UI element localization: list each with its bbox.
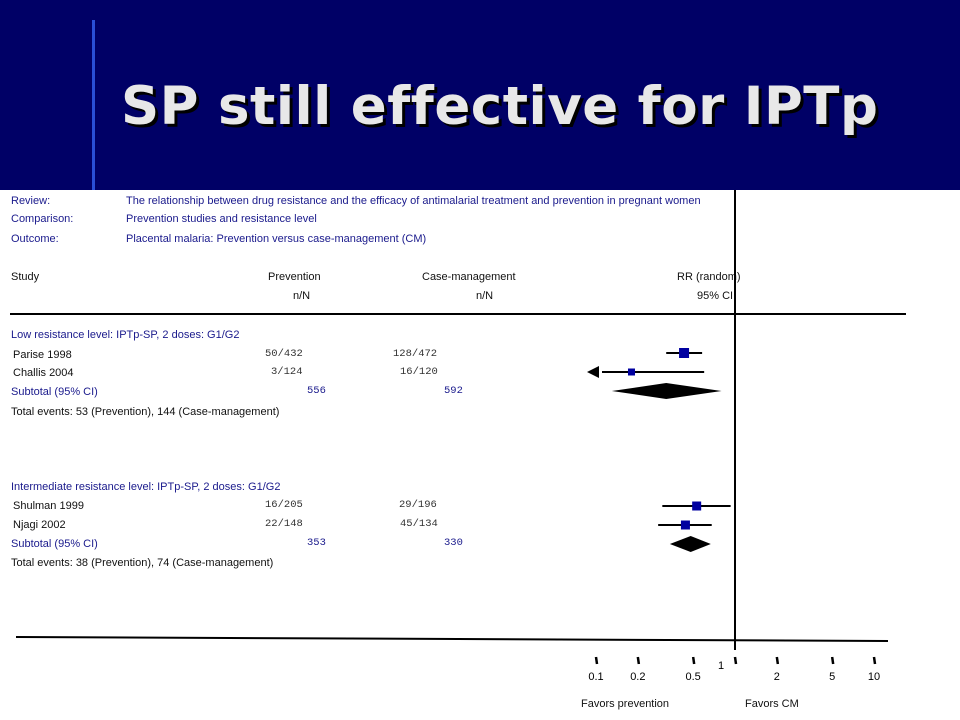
x-tick [830,656,835,665]
x-tick-label: 0.1 [588,671,603,683]
study-cm: 128/472 [393,348,438,360]
study-prevention: 3/124 [271,366,303,378]
col-prevention: Prevention [268,271,321,283]
x-tick-label: 10 [868,671,880,683]
col-study: Study [11,271,40,283]
col-cm: Case-management [422,271,516,283]
subtotal-diamond [611,383,722,399]
subtotal-label: Subtotal (95% CI) [11,386,98,398]
study-cm: 45/134 [400,518,438,530]
x-tick-label: 5 [829,671,835,683]
x-axis-line [15,636,889,642]
subtotal-prevention: 353 [307,537,326,549]
title-banner [0,0,960,190]
study-name: Parise 1998 [13,349,72,361]
group-header-low: Low resistance level: IPTp-SP, 2 doses: … [11,329,240,341]
comparison-text: Prevention studies and resistance level [126,213,317,225]
total-events: Total events: 53 (Prevention), 144 (Case… [11,406,280,418]
review-text: The relationship between drug resistance… [126,195,701,207]
col-rr-sub: 95% CI [697,290,734,302]
x-tick [775,656,780,665]
subtotal-diamond [669,536,711,552]
study-name: Shulman 1999 [13,500,84,512]
subtotal-cm: 592 [444,385,463,397]
x-tick-label: 2 [774,671,780,683]
col-prevention-sub: n/N [293,290,311,302]
study-cm: 29/196 [399,499,437,511]
favors-cm-label: Favors CM [745,698,799,710]
study-cm: 16/120 [400,366,438,378]
study-prevention: 50/432 [265,348,303,360]
col-rr: RR (random) [677,271,741,283]
outcome-text: Placental malaria: Prevention versus cas… [126,233,427,245]
x-tick-label: 0.2 [630,671,645,683]
slide-title: SP still effective for IPTp [121,76,879,137]
x-tick [594,656,599,665]
point-estimate [680,520,690,530]
comparison-label: Comparison: [11,213,74,225]
x-tick [636,656,641,665]
plot-marks: 0.1 0.2 0.5 1 2 5 10 [587,190,880,683]
outcome-label: Outcome: [11,233,59,245]
banner-accent-line [92,20,95,190]
favors-prevention-label: Favors prevention [581,698,670,710]
study-name: Challis 2004 [13,367,74,379]
x-tick-label: 0.5 [686,671,701,683]
subtotal-prevention: 556 [307,385,326,397]
ci-arrow-left [587,366,599,378]
study-prevention: 16/205 [265,499,303,511]
subtotal-cm: 330 [444,537,463,549]
study-name: Njagi 2002 [13,519,66,531]
x-tick [691,656,696,665]
x-tick [872,656,877,665]
x-tick [733,656,738,665]
subtotal-label: Subtotal (95% CI) [11,538,98,550]
point-estimate [692,501,702,511]
total-events: Total events: 38 (Prevention), 74 (Case-… [11,557,274,569]
study-prevention: 22/148 [265,518,303,530]
x-tick-label: 1 [718,660,724,672]
point-estimate [627,368,635,376]
review-label: Review: [11,195,51,207]
group-header-intermediate: Intermediate resistance level: IPTp-SP, … [11,481,281,493]
col-cm-sub: n/N [476,290,494,302]
point-estimate [679,348,690,358]
